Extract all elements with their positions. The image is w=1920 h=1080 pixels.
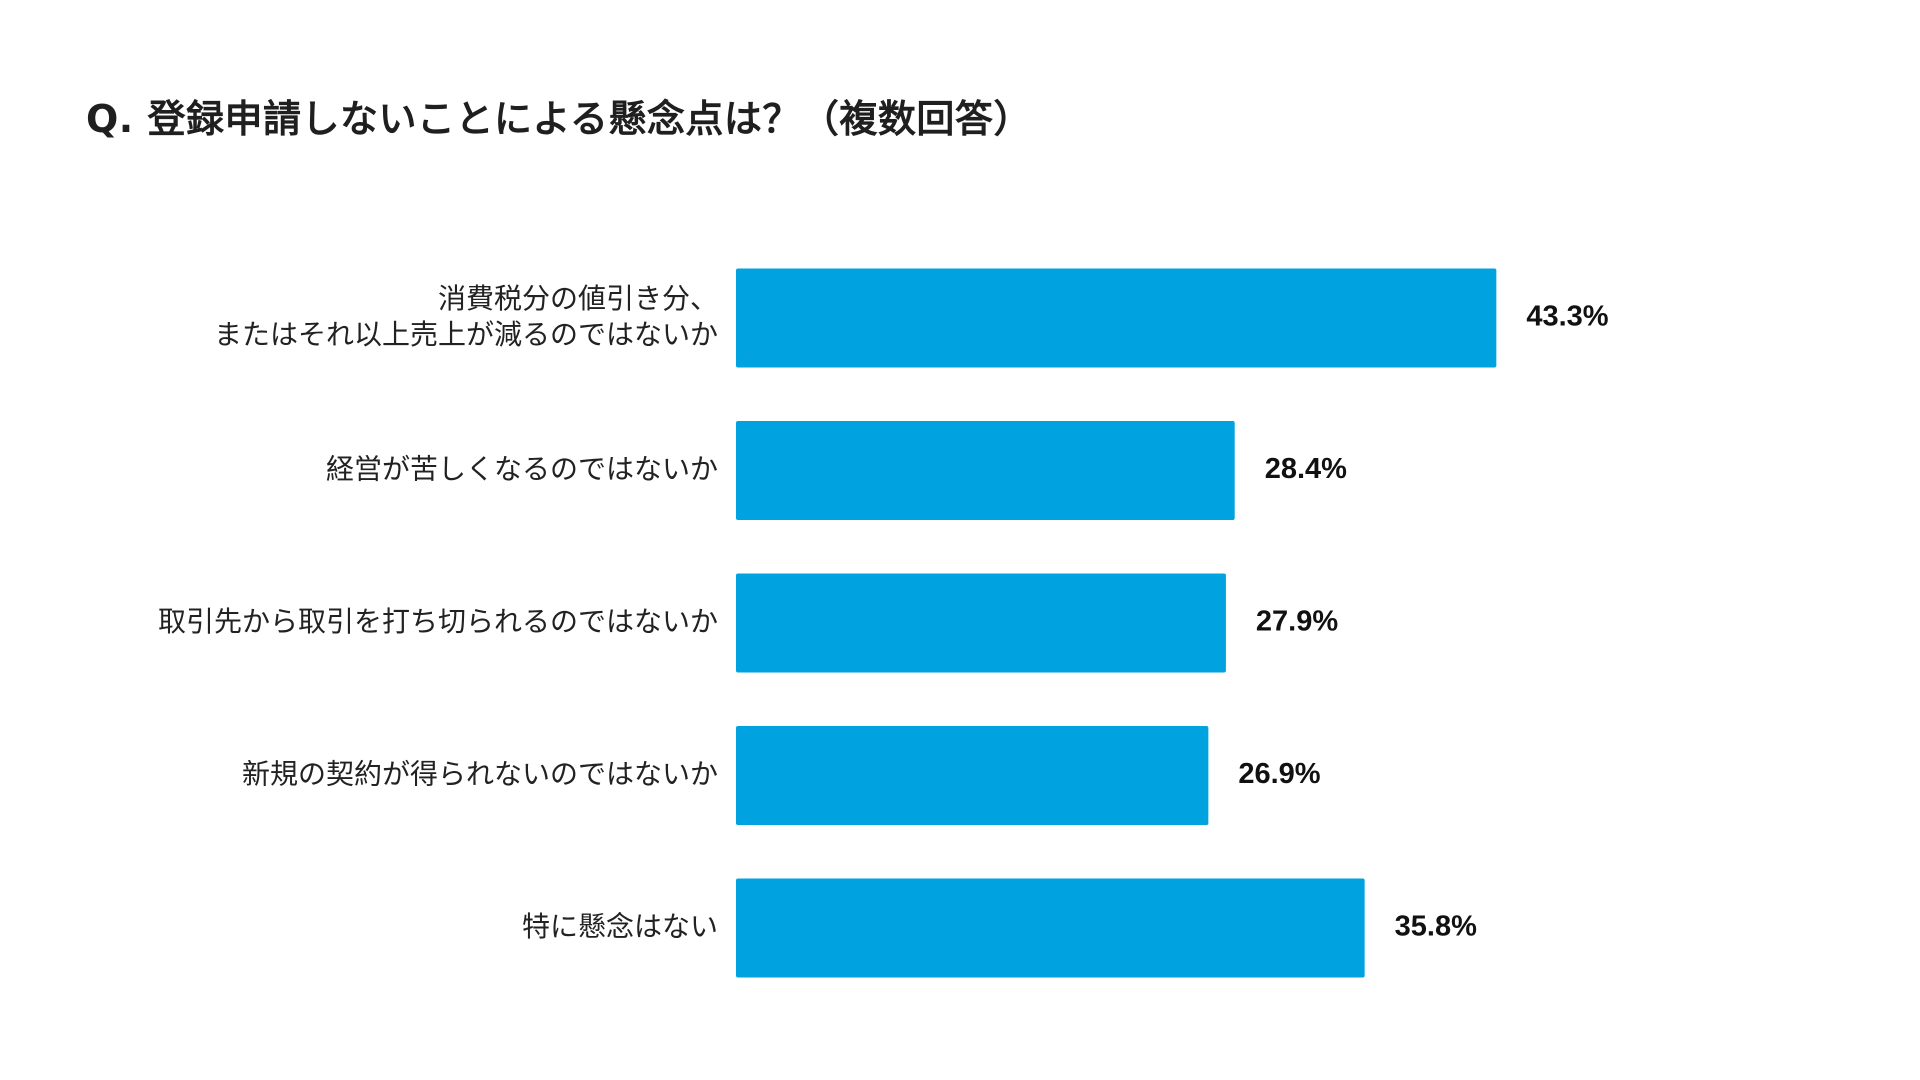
value-label-4: 26.9% [1238, 758, 1320, 790]
category-label-3: 取引先から取引を打ち切られるのではないか [158, 605, 718, 638]
category-label-line: 取引先から取引を打ち切られるのではないか [158, 605, 718, 638]
category-label-4: 新規の契約が得られないのではないか [242, 758, 718, 791]
value-label-1: 43.3% [1526, 301, 1608, 333]
bar-2 [736, 421, 1235, 520]
category-label-line: 新規の契約が得られないのではないか [242, 758, 718, 791]
bar-1 [736, 268, 1497, 368]
category-label-line: またはそれ以上売上が減るのではないか [214, 318, 718, 351]
category-label-line: 特に懸念はない [522, 910, 718, 943]
bar-4 [736, 726, 1209, 825]
bar-3 [736, 573, 1226, 673]
category-label-line: 経営が苦しくなるのではないか [326, 453, 718, 486]
category-label-2: 経営が苦しくなるのではないか [326, 453, 718, 486]
value-label-5: 35.8% [1395, 911, 1477, 943]
value-label-2: 28.4% [1265, 453, 1347, 485]
category-label-1: 消費税分の値引き分、またはそれ以上売上が減るのではないか [214, 282, 718, 351]
value-label-3: 27.9% [1256, 606, 1338, 638]
category-label-5: 特に懸念はない [522, 910, 718, 943]
category-label-line: 消費税分の値引き分、 [438, 282, 718, 315]
chart-title: Q. 登録申請しないことによる懸念点は？（複数回答） [86, 97, 1032, 141]
bar-5 [736, 878, 1365, 978]
